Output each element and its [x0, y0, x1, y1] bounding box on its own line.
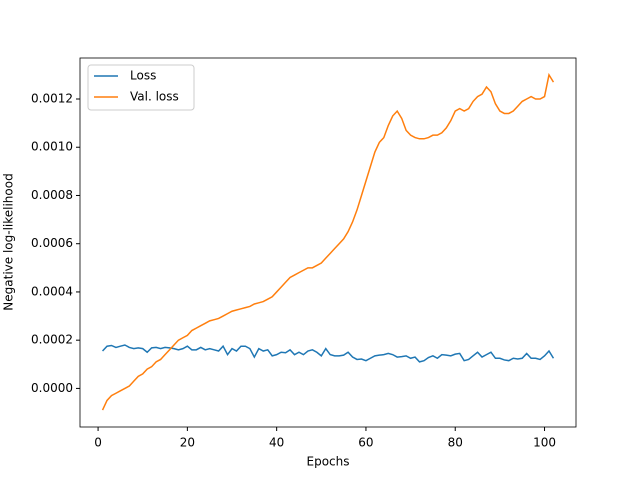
y-tick-label: 0.0006	[31, 236, 73, 250]
line-series	[101, 72, 555, 411]
x-tick-label: 40	[269, 436, 284, 450]
x-tick-label: 80	[448, 436, 463, 450]
x-tick-label: 0	[94, 436, 102, 450]
x-tick-label: 60	[358, 436, 373, 450]
y-tick-label: 0.0002	[31, 333, 73, 347]
y-tick-label: 0.0000	[31, 381, 73, 395]
y-tick-label: 0.0008	[31, 188, 73, 202]
axes-frame	[79, 57, 577, 428]
x-tick-label: 20	[180, 436, 195, 450]
x-axis-label: Epochs	[307, 455, 350, 469]
x-tick-label: 100	[533, 436, 556, 450]
y-tick-label: 0.0004	[31, 284, 73, 298]
y-tick-label: 0.0010	[31, 140, 73, 154]
y-axis-label: Negative log-likelihood	[2, 173, 16, 310]
line-series	[101, 344, 555, 363]
y-tick-label: 0.0012	[31, 92, 73, 106]
legend-label: Loss	[130, 69, 156, 83]
legend-label: Val. loss	[130, 90, 179, 104]
